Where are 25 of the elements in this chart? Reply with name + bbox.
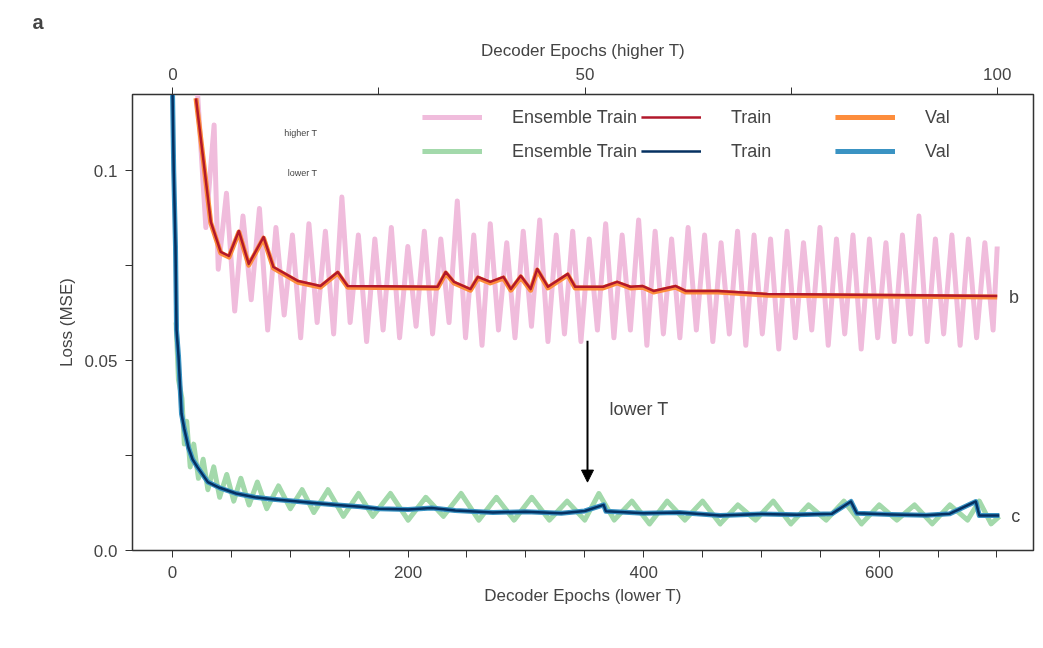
annotation: higher T (284, 128, 318, 139)
x-axis-title: Decoder Epochs (lower T) (484, 585, 682, 605)
y-tick-label: 0.1 (93, 161, 118, 181)
legend-label: Val (925, 139, 951, 163)
annotation: c (1011, 505, 1021, 526)
x2-tick-label: 0 (168, 64, 178, 84)
annotation: lower T (609, 399, 669, 420)
annotation: lower T (287, 167, 318, 178)
legend-label: Ensemble Train (511, 105, 637, 129)
x2-axis-title: Decoder Epochs (higher T) (480, 40, 685, 60)
legend-label: Ensemble Train (511, 139, 637, 163)
y-tick-label: 0.0 (93, 541, 118, 561)
y-tick-label: 0.05 (84, 351, 118, 371)
x-tick-label: 200 (393, 562, 423, 582)
x-tick-label: 600 (865, 562, 894, 582)
legend-label: Train (731, 105, 773, 129)
chart-title: a (32, 10, 45, 33)
x2-tick-label: 50 (575, 64, 595, 84)
x2-tick-label: 100 (983, 64, 1012, 84)
x-tick-label: 0 (167, 562, 178, 582)
annotation: b (1008, 287, 1019, 308)
legend-label: Val (925, 105, 951, 129)
legend-label: Train (731, 139, 773, 163)
x-tick-label: 400 (629, 562, 658, 582)
y-axis-title: Loss (MSE) (57, 278, 77, 367)
